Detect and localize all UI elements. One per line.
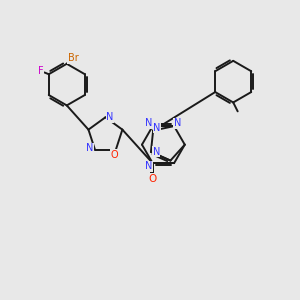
Text: F: F (38, 66, 43, 76)
Text: N: N (146, 161, 153, 171)
Text: N: N (106, 112, 114, 122)
Text: N: N (153, 147, 160, 157)
Text: N: N (146, 118, 153, 128)
Text: O: O (111, 150, 118, 160)
Text: Br: Br (68, 53, 79, 64)
Text: N: N (174, 118, 181, 128)
Text: O: O (148, 174, 157, 184)
Text: N: N (153, 123, 160, 133)
Text: N: N (86, 143, 93, 153)
